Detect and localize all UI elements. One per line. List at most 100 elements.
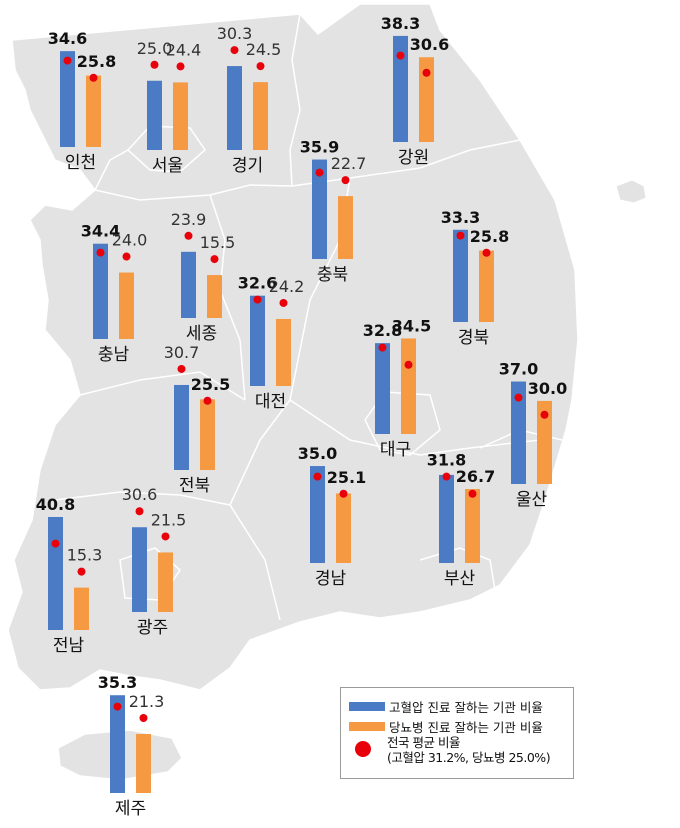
avg-dot-hypertension-경남 (313, 472, 322, 481)
bar-diabetes-부산 (465, 489, 480, 563)
avg-dot-hypertension-강원 (396, 51, 405, 60)
bar-diabetes-광주 (158, 552, 173, 612)
legend-swatch-diabetes (349, 722, 385, 731)
bar-hypertension-충북 (312, 159, 327, 259)
avg-dot-hypertension-전남 (51, 539, 60, 548)
bar-diabetes-전북 (200, 399, 215, 470)
avg-dot-hypertension-충북 (315, 168, 324, 177)
region-label-경남: 경남 (315, 569, 347, 589)
legend-label-hypertension: 고혈압 진료 잘하는 기관 비율 (389, 700, 543, 715)
bar-hypertension-광주 (132, 527, 147, 612)
avg-dot-hypertension-광주 (135, 507, 144, 516)
bar-diabetes-대구 (401, 338, 416, 434)
bar-hypertension-대구 (375, 343, 390, 434)
avg-dot-hypertension-대전 (253, 295, 262, 304)
avg-dot-diabetes-전북 (203, 396, 212, 405)
region-label-경북: 경북 (458, 328, 489, 348)
value-label-hypertension-경남: 35.0 (298, 444, 337, 463)
bar-diabetes-제주 (136, 733, 151, 793)
value-label-diabetes-부산: 26.7 (456, 467, 495, 486)
region-label-인천: 인천 (65, 153, 96, 173)
legend-detail-national-average: (고혈압 31.2%, 당뇨병 25.0%) (387, 750, 551, 765)
avg-dot-diabetes-제주 (139, 713, 148, 722)
value-label-hypertension-대구: 32.8 (363, 321, 402, 340)
value-label-hypertension-울산: 37.0 (499, 360, 538, 379)
avg-dot-hypertension-부산 (442, 472, 451, 481)
region-label-대전: 대전 (255, 392, 286, 412)
value-label-diabetes-대구: 34.5 (392, 316, 431, 335)
legend-item-diabetes: 당뇨병 진료 잘하는 기관 비율 (349, 717, 543, 736)
value-label-hypertension-세종: 23.9 (171, 210, 207, 229)
avg-dot-diabetes-울산 (540, 410, 549, 419)
bar-hypertension-제주 (110, 695, 125, 793)
avg-dot-diabetes-경남 (339, 489, 348, 498)
value-label-diabetes-세종: 15.5 (200, 233, 236, 252)
avg-dot-diabetes-전남 (77, 567, 86, 576)
bar-diabetes-경남 (336, 493, 351, 563)
avg-dot-hypertension-경기 (230, 46, 239, 55)
region-label-경기: 경기 (232, 156, 263, 176)
value-label-diabetes-충북: 22.7 (331, 154, 367, 173)
avg-dot-hypertension-서울 (150, 60, 159, 69)
value-label-diabetes-경남: 25.1 (327, 468, 366, 487)
value-label-diabetes-경북: 25.8 (470, 227, 509, 246)
border-incheon (94, 149, 129, 191)
avg-dot-hypertension-대구 (378, 343, 387, 352)
value-label-hypertension-전북: 30.7 (164, 343, 200, 362)
value-label-diabetes-인천: 25.8 (77, 52, 116, 71)
avg-dot-diabetes-광주 (161, 532, 170, 541)
bar-diabetes-대전 (276, 318, 291, 386)
avg-dot-diabetes-충남 (122, 252, 131, 261)
region-label-서울: 서울 (152, 156, 183, 176)
value-label-diabetes-충남: 24.0 (112, 231, 148, 250)
bar-diabetes-세종 (207, 275, 222, 318)
region-label-부산: 부산 (444, 569, 476, 589)
value-label-hypertension-충남: 34.4 (81, 222, 120, 241)
bar-hypertension-경기 (227, 66, 242, 150)
value-label-diabetes-제주: 21.3 (129, 692, 165, 711)
bar-hypertension-인천 (60, 51, 75, 147)
region-label-충남: 충남 (98, 345, 130, 365)
border-jeonnam-gyeongnam (229, 504, 281, 621)
bar-diabetes-충남 (119, 272, 134, 339)
chart-marks: 34.6 25.8 인천 25.024.4 서울 30.324.5 경기 38.3 30.6 강원… (36, 14, 567, 819)
bar-hypertension-부산 (439, 474, 454, 563)
legend-dot-national-average (355, 741, 371, 757)
border-gyeongbuk-gyeongnam (289, 399, 541, 456)
value-label-diabetes-경기: 24.5 (246, 40, 282, 59)
border-chungnam-jeonbuk (79, 371, 246, 401)
legend-item-hypertension: 고혈압 진료 잘하는 기관 비율 (349, 697, 543, 716)
region-label-울산: 울산 (516, 490, 548, 510)
avg-dot-diabetes-서울 (176, 62, 185, 71)
legend-item-national-average: 전국 평균 비율 (고혈압 31.2%, 당뇨병 25.0%) (387, 735, 551, 765)
value-label-hypertension-경북: 33.3 (441, 208, 480, 227)
avg-dot-hypertension-울산 (514, 393, 523, 402)
bar-diabetes-울산 (537, 400, 552, 484)
value-label-hypertension-충북: 35.9 (300, 138, 339, 157)
value-label-diabetes-대전: 24.2 (269, 277, 305, 296)
region-label-광주: 광주 (137, 618, 168, 638)
value-label-hypertension-부산: 31.8 (427, 451, 466, 470)
bar-hypertension-대전 (250, 295, 265, 386)
bar-hypertension-전북 (174, 384, 189, 470)
bar-hypertension-경북 (453, 229, 468, 322)
bar-hypertension-경남 (310, 466, 325, 563)
region-label-제주: 제주 (115, 799, 146, 819)
legend-swatch-hypertension (349, 702, 385, 711)
bar-hypertension-서울 (147, 80, 162, 150)
value-label-hypertension-경기: 30.3 (217, 24, 253, 43)
avg-dot-diabetes-강원 (422, 68, 431, 77)
avg-dot-hypertension-세종 (184, 231, 193, 240)
value-label-hypertension-강원: 38.3 (381, 14, 420, 33)
value-label-hypertension-대전: 32.6 (238, 274, 277, 293)
border-jeonbuk-jeonnam (54, 399, 291, 506)
avg-dot-hypertension-제주 (113, 702, 122, 711)
value-label-diabetes-서울: 24.4 (166, 40, 202, 59)
region-label-전남: 전남 (53, 636, 85, 656)
avg-dot-hypertension-충남 (96, 248, 105, 257)
legend-label-diabetes: 당뇨병 진료 잘하는 기관 비율 (389, 720, 543, 735)
bar-diabetes-서울 (173, 82, 188, 150)
avg-dot-diabetes-세종 (210, 255, 219, 264)
mainland-outline (7, 3, 579, 691)
